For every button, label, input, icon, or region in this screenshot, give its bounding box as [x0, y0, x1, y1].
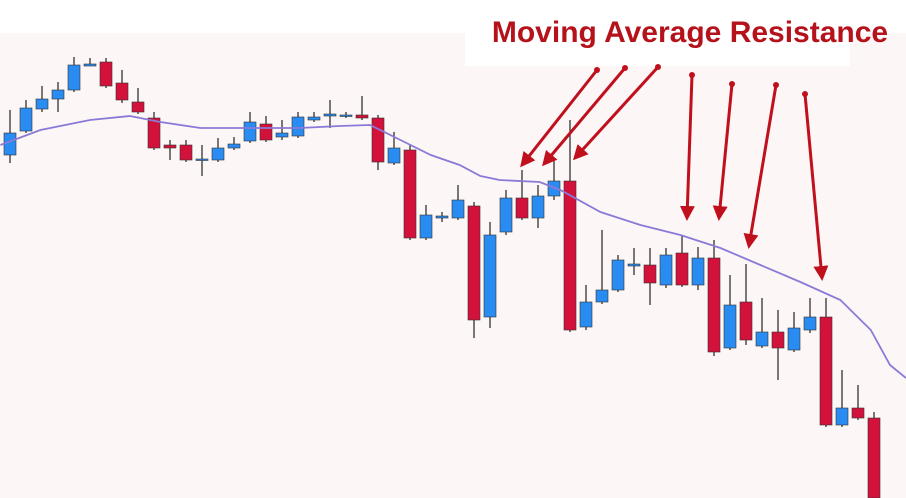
- candle-body: [787, 327, 801, 351]
- chart-title: Moving Average Resistance: [492, 16, 888, 49]
- candle-body: [611, 259, 625, 291]
- candle-body: [195, 158, 209, 161]
- plot-background: [0, 33, 906, 498]
- arrow-tail: [729, 81, 735, 87]
- candle-body: [131, 101, 145, 113]
- candle-body: [371, 117, 385, 163]
- candle-body: [563, 180, 577, 331]
- arrow-tail: [802, 91, 808, 97]
- candle-body: [515, 197, 529, 219]
- candle-body: [483, 234, 497, 318]
- candle-body: [163, 144, 177, 149]
- candle-body: [771, 331, 785, 349]
- arrow: [572, 65, 660, 161]
- candle-body: [403, 149, 417, 239]
- arrows: [520, 65, 829, 281]
- candle-body: [339, 114, 353, 117]
- arrow: [520, 69, 599, 168]
- candle-body: [259, 123, 273, 141]
- candle-body: [579, 301, 593, 328]
- candle-body: [19, 107, 33, 132]
- candle-body: [147, 117, 161, 149]
- candle-body: [179, 144, 193, 161]
- candle-body: [3, 132, 17, 156]
- candle-body: [435, 215, 449, 219]
- candle-body: [851, 407, 865, 419]
- candle-body: [467, 205, 481, 321]
- candle-body: [627, 263, 641, 267]
- candle-body: [35, 98, 49, 110]
- candle-body: [115, 82, 129, 101]
- candle-body: [451, 199, 465, 219]
- arrow: [803, 93, 829, 281]
- candle-body: [675, 252, 689, 286]
- candle-body: [755, 331, 769, 347]
- candle-body: [595, 289, 609, 303]
- candle-body: [83, 63, 97, 67]
- arrow-tail: [773, 82, 779, 88]
- arrow-tails: [594, 64, 808, 97]
- title-box: [465, 0, 850, 66]
- candle-body: [99, 61, 113, 87]
- candle-body: [643, 264, 657, 284]
- candle-body: [243, 121, 257, 142]
- plot: [0, 57, 906, 498]
- arrow: [542, 67, 627, 167]
- arrow: [679, 74, 695, 221]
- candle-body: [707, 257, 721, 353]
- candle-body: [323, 113, 337, 117]
- candle-body: [355, 114, 369, 119]
- candle-body: [499, 197, 513, 233]
- candle-body: [211, 147, 225, 161]
- candle-body: [691, 257, 705, 286]
- candle-body: [51, 89, 65, 100]
- candle-body: [723, 304, 737, 349]
- candle-body: [291, 116, 305, 137]
- arrow-tail: [594, 67, 600, 73]
- candle-body: [659, 254, 673, 286]
- arrow-tail: [655, 64, 661, 70]
- candle-body: [867, 417, 881, 498]
- candle-body: [387, 147, 401, 164]
- arrow-tail: [622, 65, 628, 71]
- arrow-tail: [689, 72, 695, 78]
- arrow: [712, 83, 734, 221]
- candle-body: [803, 316, 817, 331]
- moving-average-line: [0, 115, 906, 379]
- candle-body: [531, 195, 545, 219]
- candle-body: [739, 301, 753, 341]
- candle-body: [275, 132, 289, 138]
- candle-body: [419, 214, 433, 239]
- candle-body: [67, 64, 81, 91]
- candle-body: [307, 116, 321, 121]
- candle-body: [227, 143, 241, 149]
- candle-body: [835, 407, 849, 426]
- arrow: [743, 84, 778, 249]
- candle-body: [819, 316, 833, 426]
